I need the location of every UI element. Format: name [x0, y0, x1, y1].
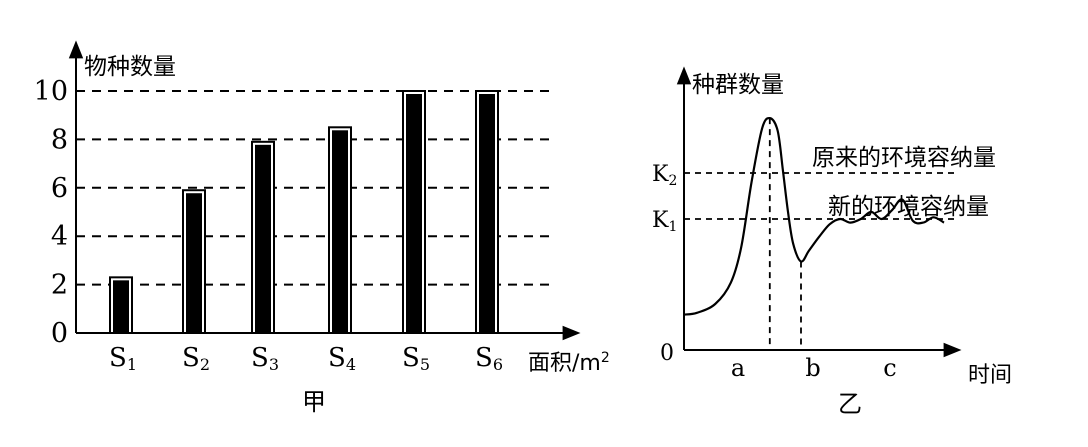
- jia-y-tick-label: 0: [51, 318, 68, 349]
- jia-y-tick-label: 8: [51, 124, 68, 155]
- jia-x-tick-label: S2: [182, 343, 210, 374]
- jia-bar: [255, 144, 271, 333]
- jia-y-tick-labels: 0 2 4 6 8 10: [34, 76, 68, 349]
- jia-x-axis-title: 面积/m2: [528, 350, 610, 376]
- yi-origin-label: 0: [660, 341, 674, 366]
- yi-reference-annotation: 原来的环境容纳量: [812, 145, 996, 171]
- jia-bar: [186, 193, 202, 333]
- yi-reference-labels: K2 原来的环境容纳量 K1 新的环境容纳量: [652, 145, 996, 235]
- jia-x-tick-label: S5: [402, 343, 430, 374]
- jia-caption: 甲: [302, 388, 326, 416]
- jia-x-tick-label: S1: [109, 343, 137, 374]
- jia-x-tick-label: S6: [475, 343, 503, 374]
- jia-y-tick-label: 10: [34, 76, 68, 107]
- jia-bar: [113, 280, 129, 333]
- jia-x-tick-labels: S1 S2 S3 S4 S5 S6: [109, 343, 503, 374]
- yi-phase-labels: a b c: [731, 354, 897, 382]
- yi-population-curve: [683, 116, 945, 316]
- jia-y-tick-label: 4: [51, 221, 68, 252]
- jia-y-axis-title: 物种数量: [84, 54, 176, 80]
- jia-x-tick-label: S3: [251, 343, 279, 374]
- jia-y-tick-label: 2: [51, 270, 68, 301]
- yi-phase-label: a: [731, 354, 745, 382]
- jia-bars: [109, 90, 499, 334]
- yi-phase-boundaries: [768, 118, 802, 350]
- jia-bar: [406, 94, 422, 333]
- yi-reference-annotation: 新的环境容纳量: [828, 194, 989, 220]
- yi-k-tick-label: K2: [652, 162, 677, 189]
- yi-phase-label: b: [805, 354, 820, 382]
- yi-reference-lines: [684, 172, 955, 220]
- chart-yi: 种群数量 0 K2 原来的环境容纳量 K1 新的环境容纳量 a b c 时间 乙: [652, 66, 1012, 418]
- jia-y-tick-label: 6: [51, 173, 68, 204]
- jia-bar: [479, 94, 495, 333]
- chart-jia: 物种数量 0 2 4 6 8 10 S1 S2 S3 S4 S5 S6 面积/m2 甲: [34, 40, 610, 416]
- jia-x-tick-label: S4: [328, 343, 356, 374]
- yi-k-tick-label: K1: [652, 208, 677, 235]
- yi-y-axis-title: 种群数量: [692, 72, 784, 98]
- jia-bar: [332, 130, 348, 333]
- yi-x-axis-title: 时间: [968, 363, 1012, 388]
- yi-phase-label: c: [883, 354, 896, 382]
- yi-caption: 乙: [838, 390, 862, 418]
